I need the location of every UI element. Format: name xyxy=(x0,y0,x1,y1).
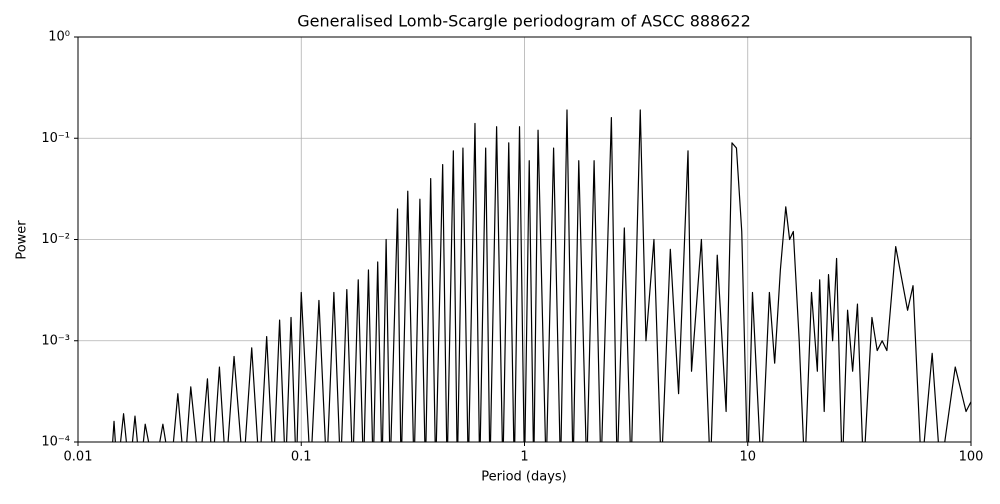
y-tick-label: 10⁻² xyxy=(41,232,70,247)
x-tick-label: 10 xyxy=(739,450,756,465)
x-tick-label: 0.01 xyxy=(64,450,93,465)
y-axis-label: Power xyxy=(15,220,30,260)
x-tick-label: 1 xyxy=(520,450,528,465)
chart-title: Generalised Lomb-Scargle periodogram of … xyxy=(297,12,751,31)
y-tick-label: 10⁻⁴ xyxy=(41,435,70,450)
x-axis-label: Period (days) xyxy=(481,470,567,485)
axes: 0.01 0.1 1 10 100 10⁻⁴ 10⁻³ 10⁻² 10⁻¹ 10⁰ xyxy=(41,30,983,465)
x-tick-label: 0.1 xyxy=(291,450,312,465)
x-tick-label: 100 xyxy=(959,450,984,465)
y-tick-label: 10⁻¹ xyxy=(41,131,70,146)
y-tick-label: 10⁻³ xyxy=(41,333,70,348)
plot-area xyxy=(112,109,971,442)
periodogram-line xyxy=(112,109,971,442)
y-tick-label: 10⁰ xyxy=(48,30,70,45)
